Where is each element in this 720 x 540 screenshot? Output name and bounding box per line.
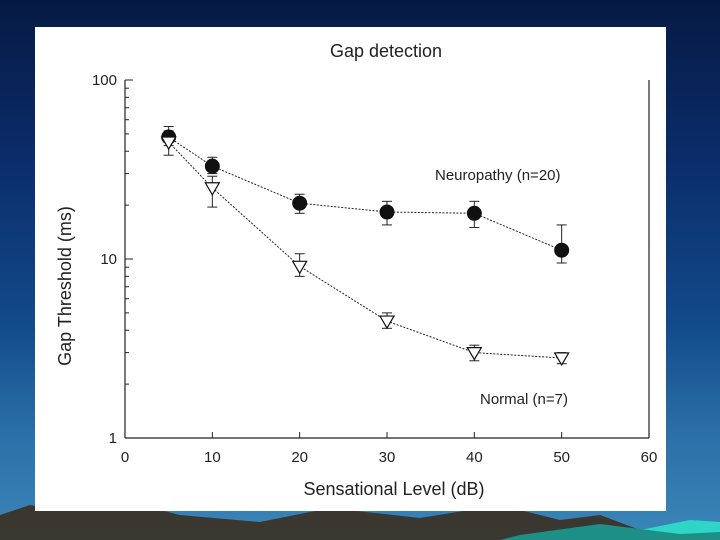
x-tick-label: 0	[121, 449, 129, 466]
data-point-neuropathy	[554, 242, 570, 258]
x-tick-label: 20	[291, 449, 308, 466]
background-terrain	[0, 500, 720, 540]
chart: Gap detection Sensational Level (dB) Gap…	[55, 41, 658, 499]
y-tick-label: 10	[100, 251, 117, 268]
chart-panel: Gap detection Sensational Level (dB) Gap…	[35, 27, 666, 511]
data-point-normal	[378, 315, 396, 330]
x-tick-label: 40	[466, 449, 483, 466]
series-line-normal	[168, 141, 562, 359]
x-tick-label: 60	[641, 449, 658, 466]
x-tick-label: 30	[379, 449, 396, 466]
data-point-neuropathy	[204, 158, 220, 174]
data-point-neuropathy	[379, 204, 395, 220]
chart-title: Gap detection	[330, 41, 442, 61]
data-point-normal	[466, 346, 483, 361]
series-line-neuropathy	[168, 136, 562, 251]
data-point-normal	[204, 182, 221, 196]
data-point-neuropathy	[466, 205, 482, 221]
data-point-normal	[553, 352, 570, 367]
data-point-normal	[291, 260, 308, 275]
data-point-normal	[160, 136, 177, 151]
x-tick-label: 10	[204, 449, 221, 466]
y-tick-label: 100	[92, 72, 117, 89]
y-axis-label: Gap Threshold (ms)	[55, 206, 75, 366]
legend-normal: Normal (n=7)	[480, 391, 568, 408]
y-tick-label: 1	[109, 430, 117, 447]
legend-neuropathy: Neuropathy (n=20)	[435, 167, 561, 184]
x-axis-label: Sensational Level (dB)	[303, 479, 484, 499]
data-point-neuropathy	[292, 195, 308, 211]
x-tick-label: 50	[553, 449, 570, 466]
